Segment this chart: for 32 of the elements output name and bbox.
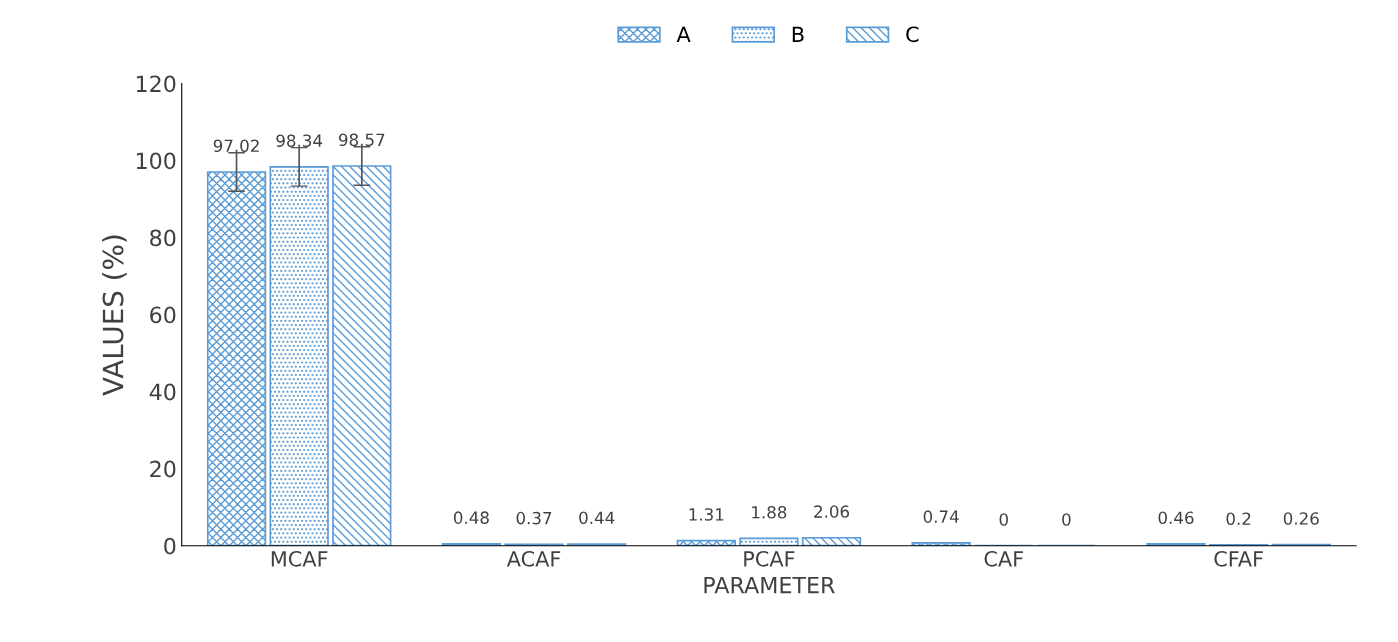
y-tick-label: 100 xyxy=(136,152,176,170)
x-tick-label: MCAF xyxy=(271,550,328,567)
x-tick-label: ACAF xyxy=(506,550,561,567)
y-tick-label: 80 xyxy=(150,229,176,247)
y-tick-label: 20 xyxy=(150,460,176,478)
data-label: 1.88 xyxy=(752,505,787,519)
data-label: 0.2 xyxy=(1226,512,1251,526)
y-tick-label: 40 xyxy=(149,383,176,401)
y-axis-title: VALUES (%) xyxy=(102,235,127,396)
data-label: 0.44 xyxy=(579,511,615,525)
legend-label: B xyxy=(792,26,804,42)
y-tick-label: 120 xyxy=(136,75,176,93)
data-label: 0.74 xyxy=(923,510,959,523)
legend-label: A xyxy=(676,26,691,42)
y-tick-label: 60 xyxy=(150,306,176,324)
data-label: 0 xyxy=(999,513,1008,526)
y-tick-label: 0 xyxy=(164,537,176,555)
legend-label: C xyxy=(906,26,919,43)
x-axis-title: PARAMETER xyxy=(704,576,835,594)
data-label: 0.48 xyxy=(453,511,489,524)
data-label: 1.31 xyxy=(689,508,724,521)
data-label: 0.37 xyxy=(516,511,552,525)
data-label: 2.06 xyxy=(814,505,850,518)
data-label: 97.02 xyxy=(213,139,259,153)
data-label: 98.34 xyxy=(276,134,323,147)
x-tick-label: PCAF xyxy=(744,550,795,567)
x-tick-label: CFAF xyxy=(1214,550,1263,567)
x-tick-label: CAF xyxy=(984,550,1023,567)
data-label: 98.57 xyxy=(339,133,385,147)
data-label: 0.46 xyxy=(1158,511,1194,525)
data-label: 0 xyxy=(1062,513,1071,526)
data-label: 0.26 xyxy=(1283,512,1319,525)
